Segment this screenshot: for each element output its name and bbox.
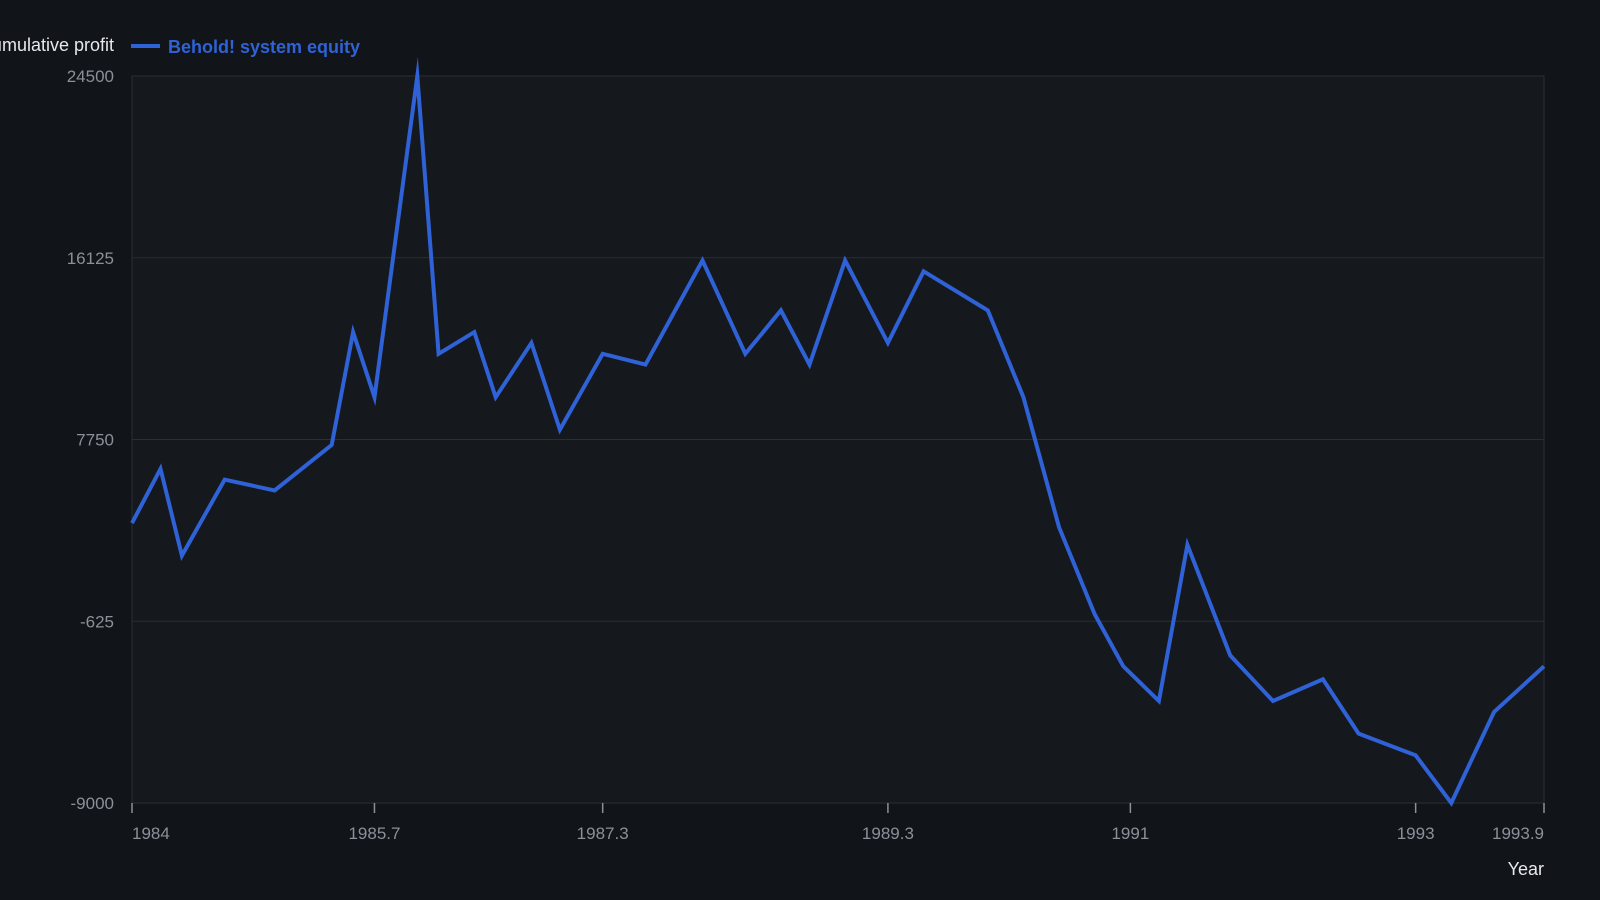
x-axis-title: Year <box>1508 859 1544 879</box>
y-tick-label: 16125 <box>67 249 114 268</box>
x-tick-label: 1993 <box>1397 824 1435 843</box>
x-tick-label: 1985.7 <box>348 824 400 843</box>
series-layer <box>130 56 1546 807</box>
x-tick-label: 1991 <box>1111 824 1149 843</box>
y-tick-label: -625 <box>80 612 114 631</box>
x-tick-label: 1989.3 <box>862 824 914 843</box>
x-tick-label: 1993.9 <box>1492 824 1544 843</box>
y-tick-label: 24500 <box>67 67 114 86</box>
y-axis: 24500 16125 7750 -625 -9000 <box>67 67 114 813</box>
x-tick-label: 1984 <box>132 824 170 843</box>
legend: Behold! system equity <box>131 37 360 57</box>
legend-label: Behold! system equity <box>168 37 360 57</box>
grid-lines <box>132 75 1544 804</box>
x-tick-label: 1987.3 <box>577 824 629 843</box>
y-axis-title: Cumulative profit <box>0 35 114 55</box>
x-axis: 1984 1985.7 1987.3 1989.3 1991 1993 1993.9 <box>131 803 1545 843</box>
y-tick-label: 7750 <box>76 431 114 450</box>
y-tick-label: -9000 <box>71 794 114 813</box>
series-line <box>130 56 1546 807</box>
